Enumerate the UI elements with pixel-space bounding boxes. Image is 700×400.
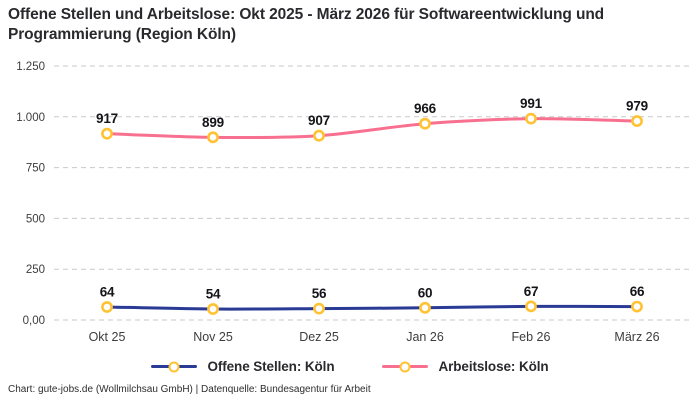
data-point-marker [207,303,219,315]
y-axis-tick-label: 500 [26,213,45,225]
legend-line-swatch-blue [151,361,198,372]
data-point-label: 64 [100,284,115,299]
data-point-marker [313,302,325,315]
y-axis-tick-label: 1.250 [16,61,45,73]
data-point-marker [207,131,219,144]
data-point-label: 60 [418,285,433,300]
data-point-marker [101,127,113,140]
data-point-marker [631,115,643,127]
legend-marker-ring-icon [168,361,180,372]
data-point-marker [419,117,431,130]
legend-item-offene-stellen[interactable]: Offene Stellen: Köln [151,359,335,374]
legend-line-swatch-pink [382,361,429,372]
x-axis-tick-label: Feb 26 [512,330,551,344]
data-point-label: 56 [312,286,327,301]
chart-legend: Offene Stellen: Köln Arbeitslose: Köln [0,359,700,374]
data-point-label: 991 [520,96,543,111]
y-axis-tick-label: 250 [26,264,45,276]
data-point-marker [525,112,537,125]
series-line [105,304,639,311]
series-line [105,117,639,139]
data-point-label: 979 [626,99,648,114]
x-axis-tick-label: März 26 [614,330,659,344]
data-point-marker [101,301,113,313]
data-point-marker [419,301,431,314]
data-point-label: 66 [630,284,645,299]
chart-attribution: Chart: gute-jobs.de (Wollmilchsau GmbH) … [8,384,371,395]
data-point-label: 907 [308,113,330,128]
data-point-label: 917 [96,111,118,126]
y-axis-tick-label: 0,00 [23,315,45,327]
x-axis-tick-label: Nov 25 [193,330,233,344]
data-point-label: 966 [414,101,437,116]
legend-item-arbeitslose[interactable]: Arbeitslose: Köln [382,359,549,374]
x-axis-tick-label: Jan 26 [406,330,444,344]
data-point-marker [631,300,643,313]
x-axis-tick-label: Okt 25 [89,330,126,344]
y-axis-tick-label: 1.000 [16,112,45,124]
data-point-label: 67 [524,284,539,299]
data-point-marker [525,300,537,313]
line-chart-canvas: 0,00 250 500 750 1.000 1.250 Okt 25 Nov 25 Dez 2… [16,61,690,344]
x-axis-tick-label: Dez 25 [299,330,339,344]
legend-label: Arbeitslose: Köln [438,359,549,374]
legend-marker-ring-icon [399,361,411,372]
data-point-marker [313,129,325,142]
data-point-label: 899 [202,115,224,130]
chart-title: Offene Stellen und Arbeitslose: Okt 2025… [8,6,605,44]
legend-label: Offene Stellen: Köln [207,359,335,374]
data-point-label: 54 [206,287,221,302]
y-axis-tick-label: 750 [26,163,45,175]
